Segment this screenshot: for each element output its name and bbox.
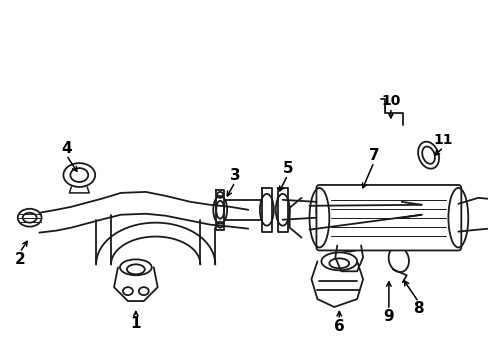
Text: 7: 7 xyxy=(368,148,379,163)
Text: 8: 8 xyxy=(414,301,424,316)
Text: 4: 4 xyxy=(61,141,72,156)
Ellipse shape xyxy=(321,252,357,270)
Text: 3: 3 xyxy=(230,167,241,183)
FancyBboxPatch shape xyxy=(322,189,396,231)
Text: 6: 6 xyxy=(334,319,344,334)
Text: 9: 9 xyxy=(384,310,394,324)
Ellipse shape xyxy=(120,260,152,275)
Text: 2: 2 xyxy=(14,252,25,267)
Text: 5: 5 xyxy=(282,161,293,176)
Text: 10: 10 xyxy=(381,94,400,108)
Text: 11: 11 xyxy=(434,133,453,147)
Text: 1: 1 xyxy=(131,316,141,332)
FancyBboxPatch shape xyxy=(317,185,461,251)
